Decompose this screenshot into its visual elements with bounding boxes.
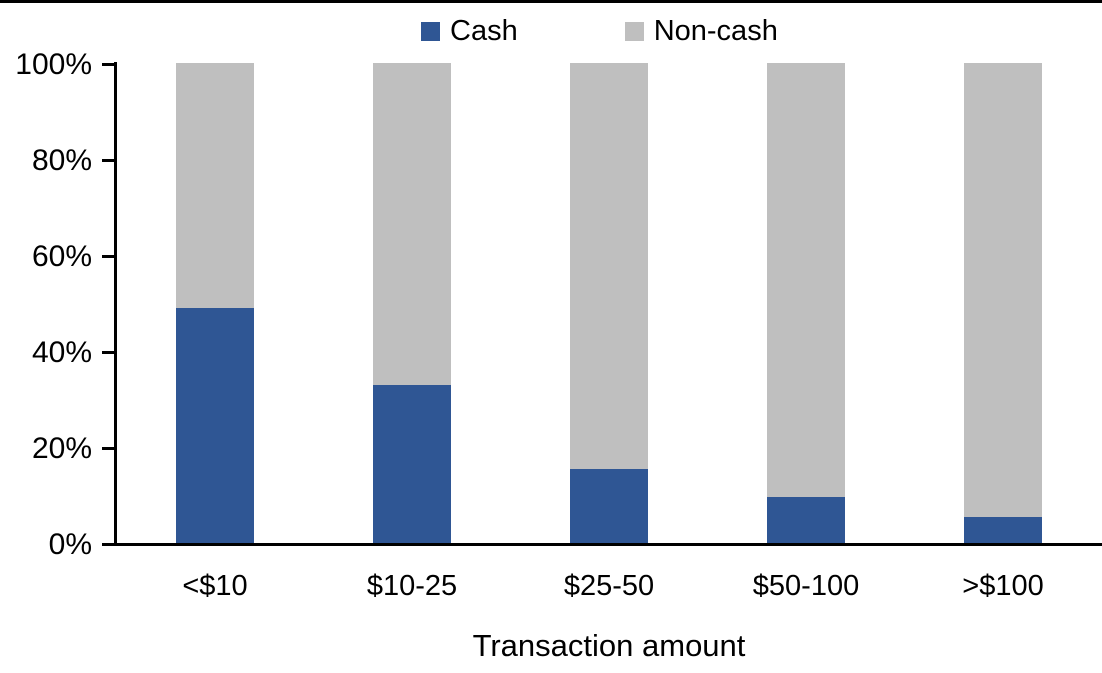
noncash-bar-segment (964, 63, 1042, 517)
legend-swatch-noncash (624, 21, 644, 41)
x-tick-label: $10-25 (366, 570, 458, 602)
y-tick-label: 40% (31, 335, 92, 369)
legend-item-cash: Cash (421, 16, 518, 46)
x-axis-title: Transaction amount (472, 628, 746, 663)
y-tick-label: 60% (31, 239, 92, 273)
cash-bar-segment (767, 497, 845, 543)
x-tick-label: $25-50 (563, 570, 655, 602)
noncash-bar-segment (373, 63, 451, 385)
chart-legend: Cash Non-cash (421, 16, 778, 46)
cash-bar-segment (373, 385, 451, 543)
cash-bar-segment (176, 308, 254, 543)
noncash-bar-segment (176, 63, 254, 308)
x-tick-label: $50-100 (752, 570, 860, 602)
legend-label-cash: Cash (450, 15, 518, 47)
noncash-bar-segment (570, 63, 648, 469)
x-axis-line (114, 543, 1102, 546)
x-tick-label: <$10 (182, 570, 248, 602)
y-axis-line (114, 62, 117, 546)
y-tick-label: 80% (31, 143, 92, 177)
y-tick-mark (102, 447, 114, 450)
cash-bar-segment (964, 517, 1042, 543)
y-tick-mark (102, 159, 114, 162)
y-tick-mark (102, 543, 114, 546)
y-tick-mark (102, 351, 114, 354)
noncash-bar-segment (767, 63, 845, 497)
legend-label-noncash: Non-cash (653, 15, 778, 47)
top-border-line (0, 0, 1102, 3)
y-tick-label: 0% (48, 527, 92, 561)
legend-item-noncash: Non-cash (624, 15, 778, 47)
y-tick-mark (102, 63, 114, 66)
y-tick-mark (102, 255, 114, 258)
cash-bar-segment (570, 469, 648, 543)
y-tick-label: 100% (15, 47, 92, 81)
legend-swatch-cash (421, 21, 440, 41)
x-tick-label: >$100 (962, 570, 1044, 602)
y-tick-label: 20% (31, 431, 92, 465)
